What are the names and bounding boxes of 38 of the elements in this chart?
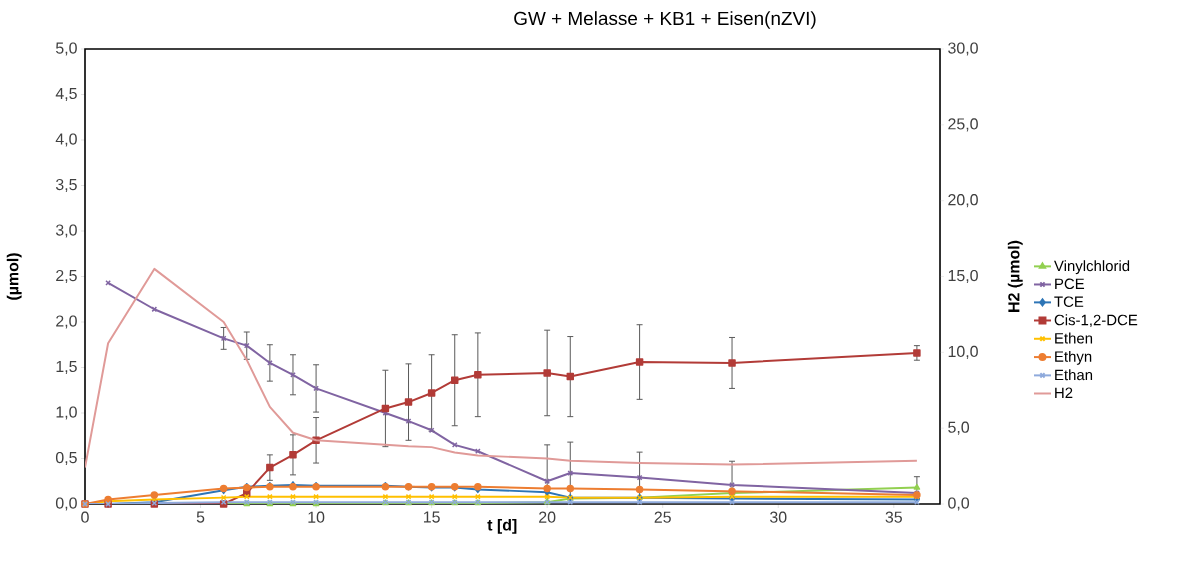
x-axis-title: t [d] [487, 518, 517, 534]
y-tick-label: 4,5 [55, 87, 77, 101]
x-tick-label: 25 [654, 511, 671, 523]
y2-axis-title: H2 (µmol) [1007, 240, 1023, 312]
legend-label: TCE [1054, 296, 1084, 307]
y-tick-label: 3,5 [55, 178, 77, 193]
y-tick-label: 1,0 [56, 406, 77, 420]
y2-tick-label: 25,0 [948, 118, 978, 132]
y-tick-label: 1,5 [56, 360, 77, 374]
chart-title: GW + Melasse + KB1 + Eisen(nZVI) [514, 11, 816, 29]
x-tick-label: 10 [308, 511, 325, 523]
y2-tick-label: 10,0 [948, 345, 978, 359]
x-tick-label: 35 [885, 511, 902, 523]
legend-label: Vinylchlorid [1054, 260, 1130, 275]
legend-label: Ethen [1055, 332, 1093, 344]
y2-tick-label: 15,0 [948, 269, 978, 284]
x-tick-label: 0 [81, 511, 89, 523]
legend-label: PCE [1055, 278, 1085, 290]
x-tick-label: 5 [196, 511, 205, 523]
y2-tick-label: 20,0 [948, 194, 978, 208]
y-tick-label: 2,5 [56, 269, 77, 284]
x-tick-label: 15 [423, 511, 440, 523]
legend-label: Ethan [1055, 369, 1093, 381]
legend-label: Cis-1,2-DCE [1054, 314, 1138, 328]
x-tick-label: 20 [539, 511, 556, 523]
legend-label: H2 [1055, 387, 1073, 398]
y2-tick-label: 0,0 [948, 497, 970, 511]
y-axis-title: (µmol) [6, 253, 22, 300]
y-tick-label: 5,0 [55, 42, 77, 56]
y2-tick-label: 5,0 [948, 421, 970, 435]
x-tick-label: 30 [770, 511, 787, 523]
y-tick-label: 4,0 [55, 133, 77, 147]
y-tick-label: 3,0 [55, 224, 77, 238]
y-tick-label: 0,5 [55, 451, 77, 466]
y-tick-label: 0,0 [55, 497, 77, 511]
y-tick-label: 2,0 [56, 315, 77, 329]
y2-tick-label: 30,0 [948, 42, 978, 56]
legend-label: Ethyn [1055, 350, 1092, 365]
